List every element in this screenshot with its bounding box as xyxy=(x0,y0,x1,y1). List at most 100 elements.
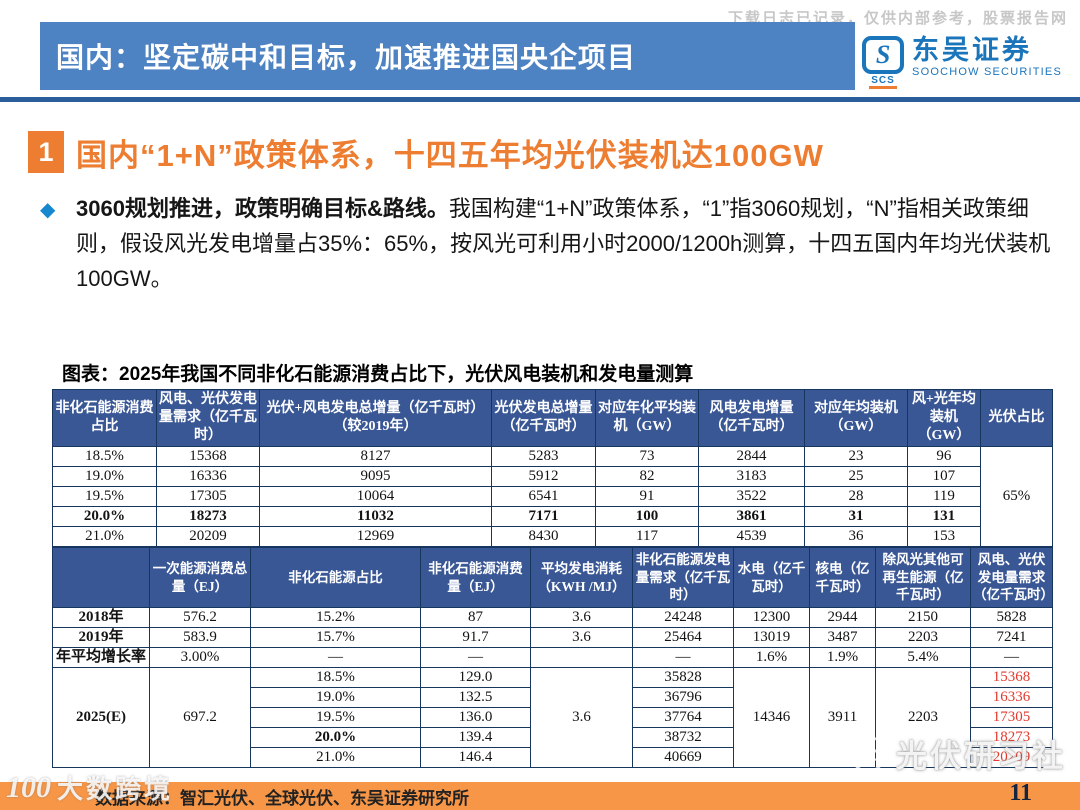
table-row: 2018年 576.2 15.2% 87 3.6 24248 12300 2944 2150 58… xyxy=(52,607,1053,628)
logo-scs-label: SCS xyxy=(869,75,897,89)
table-header-cell: 非化石能源消费占比 xyxy=(52,389,157,447)
bullet-diamond-icon: ◆ xyxy=(40,199,56,221)
table-cell: 16336 xyxy=(156,466,260,487)
table-header-cell: 核电（亿千瓦时） xyxy=(809,547,876,608)
table-cell: 5912 xyxy=(490,466,596,487)
bullet-body-text: 我国构建“1+N”政策体系，“1”指3060规划，“N”指相关政策细则，假设风光… xyxy=(76,196,1051,291)
table-cell: 129.0 xyxy=(420,667,531,688)
table-header-cell xyxy=(52,547,150,608)
table-cell: 25 xyxy=(803,466,908,487)
bottom-left-watermark-text: 大数跨境 xyxy=(57,774,174,804)
table-header-cell: 风电、光伏发电量需求（亿千瓦时） xyxy=(970,547,1053,608)
table-cell: 20.0% xyxy=(250,727,421,748)
table-cell: 139.4 xyxy=(420,727,531,748)
table-cell: 132.5 xyxy=(420,687,531,708)
table-cell: 18273 xyxy=(156,506,260,527)
table-cell: 9095 xyxy=(258,466,492,487)
table-cell: 96 xyxy=(906,446,981,467)
footer-bar: 数据来源：智汇光伏、全球光伏、东吴证券研究所 11 xyxy=(0,780,1080,810)
table-cell: 2018年 xyxy=(52,607,150,628)
table-cell: 31 xyxy=(803,506,908,527)
table-cell: 3183 xyxy=(697,466,805,487)
table-cell: 3487 xyxy=(809,627,876,648)
page-number: 11 xyxy=(1009,780,1032,806)
table-cell: 19.5% xyxy=(52,486,157,507)
table-cell: 20209 xyxy=(156,526,260,547)
table-row: 18.5% 15368 8127 5283 73 2844 23 96 65% xyxy=(52,446,1054,547)
table-cell: — xyxy=(250,647,421,668)
table-row: 年平均增长率 3.00% — — —1.6% 1.9% 5.4% — xyxy=(52,647,1053,668)
table-row: 21.0% 20209 12969 8430 117 4539 36 153 xyxy=(52,526,1053,547)
table-row: 19.5% 17305 10064 6541 91 3522 28 119 xyxy=(52,486,1053,507)
logo-name-cn: 东吴证券 xyxy=(912,35,1033,65)
table-cell: 1.9% xyxy=(809,647,876,668)
table-cell: 91 xyxy=(594,486,699,507)
data-source-text: 数据来源：智汇光伏、全球光伏、东吴证券研究所 xyxy=(95,788,469,808)
table-header-cell: 风电发电增量（亿千瓦时） xyxy=(697,389,805,447)
table-cell: 117 xyxy=(594,526,699,547)
table-cell: 12300 xyxy=(733,607,810,628)
table-row: 20.0% 139.4 38732 18273 xyxy=(53,727,1053,748)
energy-consumption-table: 一次能源消费总量（EJ） 非化石能源占比 非化石能源消费量（EJ） 平均发电消耗（KW… xyxy=(52,547,1053,768)
table-cell: 年平均增长率 xyxy=(52,647,150,668)
figure-title: 图表：2025年我国不同非化石能源消费占比下，光伏风电装机和发电量测算 xyxy=(62,364,694,385)
table-cell: 23 xyxy=(803,446,908,467)
table-cell: 8430 xyxy=(490,526,596,547)
table-cell: 3861 xyxy=(697,506,805,527)
table-row: 非化石能源消费占比 风电、光伏发电量需求（亿千瓦时） 光伏+风电发电总增量（亿千瓦时… xyxy=(52,389,1054,447)
table-cell: 21.0% xyxy=(52,526,157,547)
bottom-right-watermark: 光伏研习社 xyxy=(848,731,1066,776)
table-cell: 20.0% xyxy=(52,506,157,527)
soochow-securities-logo: S SCS 东吴证券 SOOCHOW SECURITIES xyxy=(862,35,1062,89)
table-cell: 6541 xyxy=(490,486,596,507)
table-cell: 2025(E) xyxy=(52,667,150,768)
logo-text: 东吴证券 SOOCHOW SECURITIES xyxy=(912,35,1062,77)
table-cell: 2844 xyxy=(697,446,805,467)
table-cell: 91.7 xyxy=(420,627,531,648)
bottom-left-watermark: 100 大数跨境 xyxy=(6,769,173,806)
table-cell: 2944 xyxy=(809,607,876,628)
table-row: 2019年 583.9 15.7% 91.7 3.6 25464 13019 3487 2203… xyxy=(52,627,1053,648)
table-cell: 5.4% xyxy=(875,647,971,668)
table-cell: 8127 xyxy=(258,446,492,467)
table-cell: 15.2% xyxy=(250,607,421,628)
table-cell: 73 xyxy=(594,446,699,467)
table-cell: 38732 xyxy=(632,727,734,748)
table-cell: 82 xyxy=(594,466,699,487)
table-cell: 11032 xyxy=(258,506,492,527)
table-cell: 3.00% xyxy=(149,647,251,668)
table-header-cell: 除风光其他可再生能源（亿千瓦时） xyxy=(875,547,971,608)
table-cell: — xyxy=(420,647,531,668)
bullet-lead-bold: 3060规划推进，政策明确目标&路线。 xyxy=(76,196,449,221)
table-cell: 2019年 xyxy=(52,627,150,648)
table-cell: 37764 xyxy=(632,707,734,728)
bottom-left-watermark-icon: 100 xyxy=(6,770,51,804)
installed-capacity-table: 非化石能源消费占比 风电、光伏发电量需求（亿千瓦时） 光伏+风电发电总增量（亿千瓦时… xyxy=(52,389,1054,547)
table-cell: 153 xyxy=(906,526,981,547)
table-cell: 19.5% xyxy=(250,707,421,728)
table-cell: 28 xyxy=(803,486,908,507)
table-cell: 7171 xyxy=(490,506,596,527)
header-divider-line xyxy=(0,97,1080,102)
table-header-cell: 对应年均装机（GW） xyxy=(803,389,908,447)
table-cell: 2203 xyxy=(875,627,971,648)
table-row: 21.0% 146.4 40669 20209 xyxy=(53,747,1053,768)
table-cell: 36 xyxy=(803,526,908,547)
table-cell: — xyxy=(632,647,734,668)
table-cell: — xyxy=(970,647,1053,668)
table-cell: 5283 xyxy=(490,446,596,467)
table-cell: 146.4 xyxy=(420,747,531,768)
section-number-badge: 1 xyxy=(28,131,64,173)
table-cell: 19.0% xyxy=(250,687,421,708)
logo-badge: S SCS xyxy=(862,36,905,89)
table-cell: 15368 xyxy=(970,667,1053,688)
table-header-cell: 光伏发电总增量（亿千瓦时） xyxy=(490,389,596,447)
table-cell: 24248 xyxy=(632,607,734,628)
bottom-right-watermark-text: 光伏研习社 xyxy=(896,739,1066,774)
table-cell: 17305 xyxy=(156,486,260,507)
table-cell: 131 xyxy=(906,506,981,527)
table-row: 19.0% 132.5 36796 16336 xyxy=(53,687,1053,708)
wechat-account-icon xyxy=(849,735,887,772)
table-cell: 4539 xyxy=(697,526,805,547)
table-cell: 583.9 xyxy=(149,627,251,648)
